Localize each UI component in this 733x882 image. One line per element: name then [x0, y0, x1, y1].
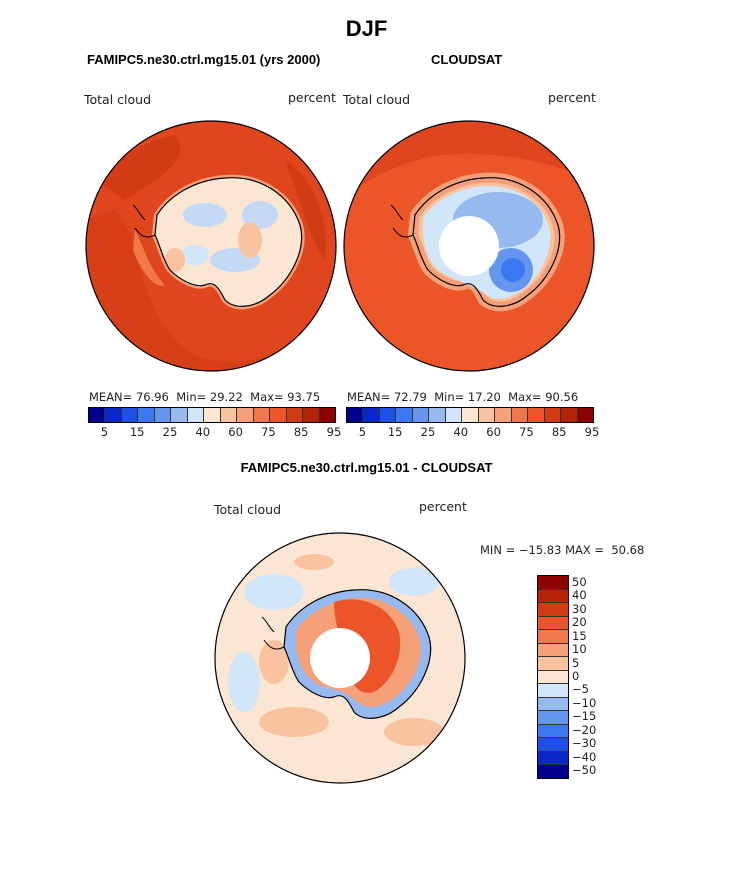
- colorbar-swatch: [286, 408, 304, 422]
- colorbar-swatch: [528, 408, 545, 422]
- colorbar-swatch: [154, 408, 172, 422]
- colorbar-swatch: [187, 408, 205, 422]
- colorbar-swatch: [478, 408, 496, 422]
- model-colorbar: [88, 407, 336, 423]
- diff-right-label: percent: [419, 499, 467, 514]
- obs-polar-map: [343, 120, 595, 372]
- colorbar-swatch: [538, 589, 568, 604]
- colorbar-tick-label: 40: [453, 425, 469, 439]
- obs-colorbar-ticks: 5 15 25 40 60 75 85 95: [346, 425, 600, 439]
- colorbar-swatch: [303, 408, 320, 422]
- diff-polar-map: [214, 532, 466, 784]
- colorbar-swatch: [538, 657, 568, 671]
- colorbar-tick-label: −40: [572, 749, 597, 764]
- colorbar-swatch: [429, 408, 446, 422]
- colorbar-tick-label: 85: [293, 425, 309, 439]
- colorbar-swatch: [379, 408, 397, 422]
- colorbar-swatch: [538, 697, 568, 712]
- colorbar-swatch: [561, 408, 578, 422]
- colorbar-tick-label: 25: [420, 425, 436, 439]
- colorbar-tick-label: 30: [572, 601, 587, 616]
- colorbar-swatch: [538, 630, 568, 644]
- colorbar-swatch: [412, 408, 430, 422]
- colorbar-swatch: [495, 408, 512, 422]
- diff-panel-title: FAMIPC5.ne30.ctrl.mg15.01 - CLOUDSAT: [240, 460, 493, 475]
- obs-right-label: percent: [548, 90, 596, 105]
- colorbar-tick-label: 75: [261, 425, 276, 439]
- colorbar-swatch: [171, 408, 188, 422]
- colorbar-swatch: [396, 408, 413, 422]
- colorbar-tick-label: 20: [572, 615, 587, 630]
- colorbar-swatch: [105, 408, 122, 422]
- colorbar-tick-label: 5: [100, 425, 109, 439]
- colorbar-swatch: [253, 408, 271, 422]
- colorbar-tick-label: 25: [162, 425, 178, 439]
- colorbar-tick-label: 75: [519, 425, 534, 439]
- colorbar-swatch: [270, 408, 287, 422]
- colorbar-tick-label: 0: [572, 669, 580, 683]
- colorbar-swatch: [538, 765, 568, 778]
- colorbar-swatch: [121, 408, 139, 422]
- obs-left-label: Total cloud: [343, 92, 411, 107]
- colorbar-swatch: [363, 408, 380, 422]
- colorbar-swatch: [462, 408, 479, 422]
- colorbar-tick-label: 5: [358, 425, 367, 439]
- diff-minmax: MIN = −15.83 MAX = 50.68: [480, 543, 645, 557]
- colorbar-swatch: [577, 408, 594, 422]
- model-stats: MEAN= 76.96 Min= 29.22 Max= 93.75: [89, 390, 321, 404]
- colorbar-swatch: [511, 408, 529, 422]
- colorbar-tick-label: 60: [486, 425, 501, 439]
- model-colorbar-ticks: 5 15 25 40 60 75 85 95: [88, 425, 342, 439]
- diff-colorbar: [537, 575, 569, 779]
- diff-colorbar-labels: 50 40 30 20 15 10 5 0 −5 −10 −15 −20 −30 −40 −50: [572, 574, 632, 778]
- colorbar-tick-label: 10: [572, 642, 587, 657]
- colorbar-swatch: [237, 408, 254, 422]
- colorbar-tick-label: 60: [228, 425, 243, 439]
- colorbar-tick-label: 15: [387, 425, 403, 439]
- colorbar-swatch: [538, 738, 568, 752]
- colorbar-swatch: [538, 616, 568, 631]
- colorbar-tick-label: 15: [129, 425, 145, 439]
- obs-stats: MEAN= 72.79 Min= 17.20 Max= 90.56: [347, 390, 579, 404]
- model-panel-title: FAMIPC5.ne30.ctrl.mg15.01 (yrs 2000): [87, 52, 321, 67]
- colorbar-swatch: [538, 751, 568, 766]
- colorbar-tick-label: −50: [572, 763, 597, 778]
- colorbar-swatch: [538, 643, 568, 658]
- colorbar-tick-label: −15: [572, 709, 597, 724]
- colorbar-swatch: [538, 576, 568, 590]
- colorbar-tick-label: 95: [584, 425, 600, 439]
- colorbar-tick-label: −30: [572, 736, 597, 751]
- model-left-label: Total cloud: [84, 92, 152, 107]
- diff-left-label: Total cloud: [214, 502, 282, 517]
- model-right-label: percent: [288, 90, 336, 105]
- colorbar-tick-label: −10: [572, 695, 597, 710]
- colorbar-swatch: [445, 408, 463, 422]
- colorbar-tick-label: 50: [572, 574, 587, 589]
- colorbar-tick-label: 40: [572, 588, 587, 603]
- colorbar-swatch: [220, 408, 238, 422]
- colorbar-swatch: [544, 408, 562, 422]
- colorbar-swatch: [138, 408, 155, 422]
- colorbar-swatch: [538, 670, 568, 685]
- colorbar-tick-label: 40: [195, 425, 211, 439]
- obs-colorbar: [346, 407, 594, 423]
- colorbar-tick-label: 5: [572, 655, 580, 670]
- colorbar-swatch: [538, 684, 568, 698]
- obs-panel-title: CLOUDSAT: [431, 52, 503, 67]
- colorbar-tick-label: −20: [572, 722, 597, 737]
- model-polar-map: [85, 120, 337, 372]
- colorbar-tick-label: −5: [572, 682, 589, 697]
- colorbar-swatch: [347, 408, 364, 422]
- page-title: DJF: [345, 16, 388, 41]
- colorbar-tick-label: 85: [551, 425, 567, 439]
- colorbar-swatch: [89, 408, 106, 422]
- colorbar-swatch: [319, 408, 336, 422]
- colorbar-tick-label: 95: [326, 425, 342, 439]
- colorbar-swatch: [538, 603, 568, 617]
- colorbar-swatch: [204, 408, 221, 422]
- colorbar-tick-label: 15: [572, 628, 587, 643]
- colorbar-swatch: [538, 724, 568, 739]
- colorbar-swatch: [538, 711, 568, 725]
